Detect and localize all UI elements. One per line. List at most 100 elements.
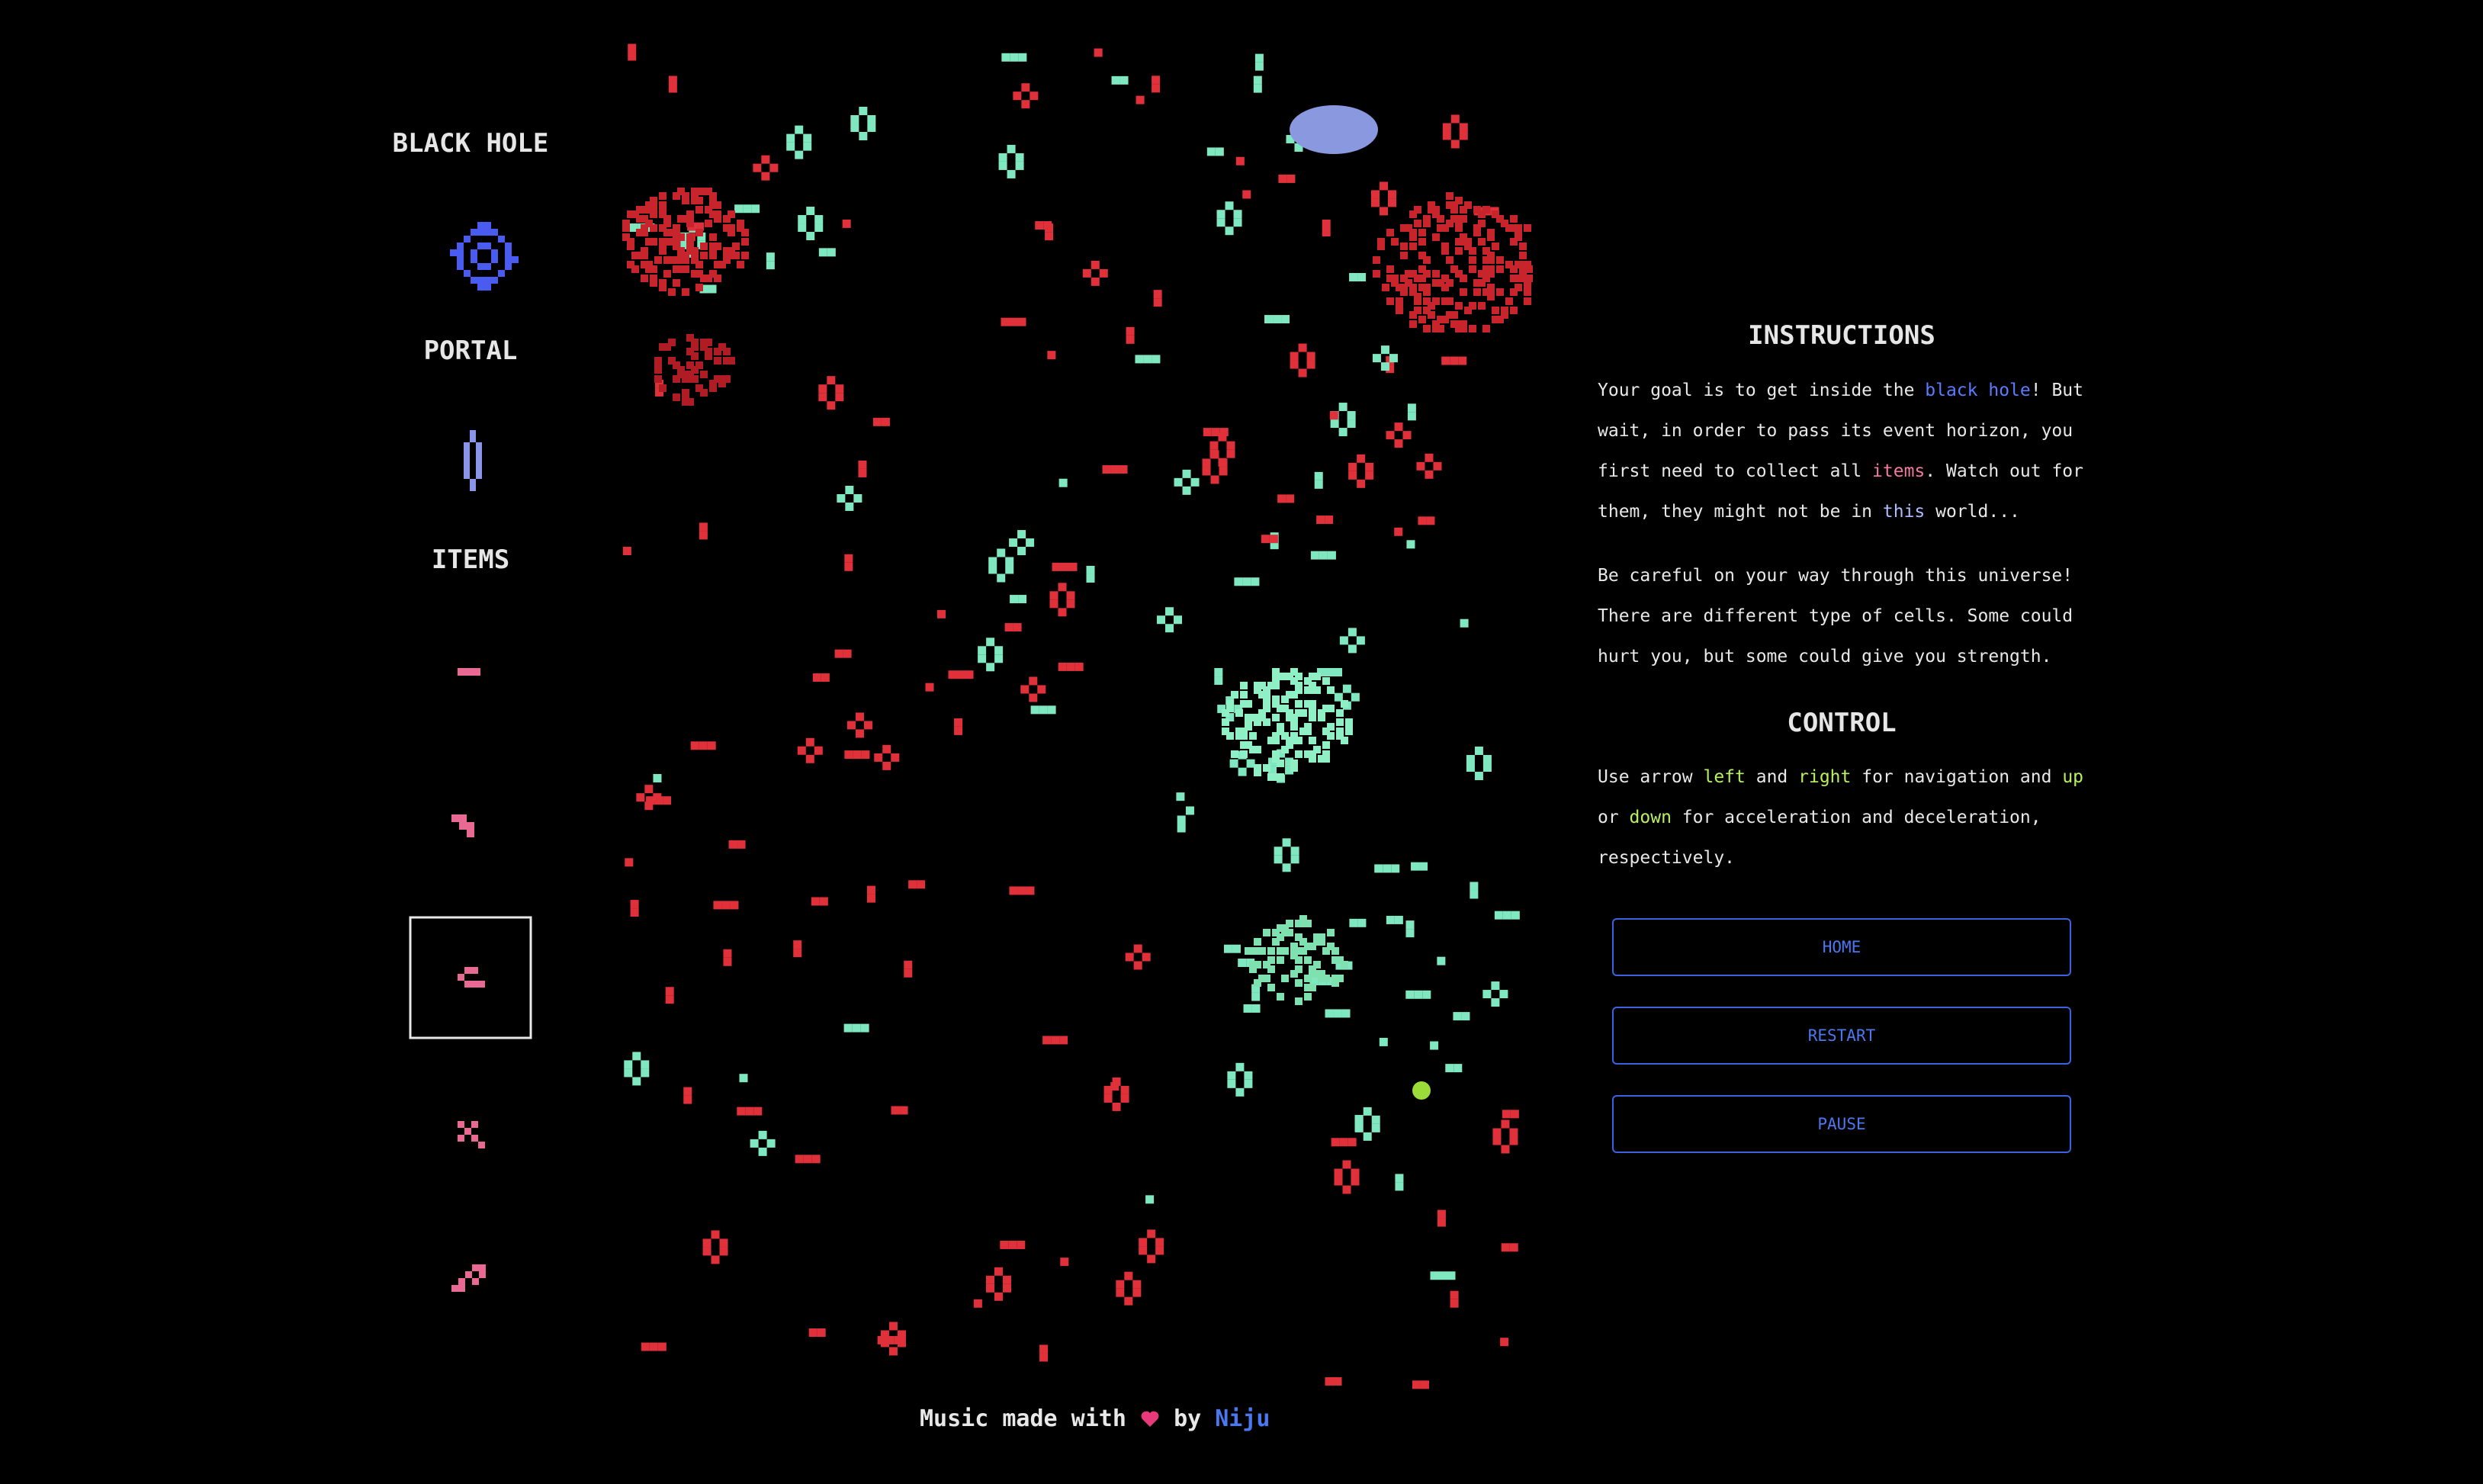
- cell: [1244, 1071, 1253, 1080]
- cell-cluster: [1313, 970, 1321, 978]
- item-icon: [458, 668, 465, 676]
- cell: [818, 384, 827, 393]
- cell: [1176, 792, 1185, 801]
- cell: [1226, 449, 1235, 458]
- cell: [1290, 352, 1299, 361]
- this-word: this: [1882, 502, 1926, 522]
- cell: [803, 133, 812, 143]
- cell: [1135, 95, 1145, 104]
- cell-cluster: [1309, 673, 1316, 680]
- cell: [1351, 692, 1360, 702]
- cell-cluster: [691, 366, 699, 374]
- author-link[interactable]: Niju: [1215, 1405, 1270, 1432]
- cell: [1437, 956, 1446, 965]
- cell: [1470, 882, 1479, 891]
- cell-cluster: [686, 398, 694, 406]
- cell-cluster: [686, 220, 694, 227]
- cell-cluster: [659, 192, 667, 200]
- cell: [985, 1283, 994, 1293]
- cell: [850, 114, 859, 124]
- cell-cluster: [691, 247, 699, 255]
- cell: [988, 557, 997, 566]
- cell: [1017, 530, 1026, 539]
- cell: [737, 1107, 746, 1116]
- cell-cluster: [686, 334, 694, 342]
- cell: [699, 741, 708, 750]
- cell-cluster: [1423, 297, 1431, 305]
- cell: [653, 773, 662, 782]
- black-hole-icon: [498, 270, 505, 277]
- cell: [956, 670, 965, 679]
- cell: [1110, 465, 1119, 474]
- text: for navigation and: [1851, 767, 2063, 787]
- cell: [1277, 494, 1286, 503]
- cell-cluster: [1492, 210, 1499, 218]
- cell: [1402, 431, 1412, 440]
- cell-cluster: [1286, 691, 1293, 699]
- cell: [1482, 763, 1492, 773]
- home-button[interactable]: HOME: [1612, 918, 2071, 976]
- cell-cluster: [1331, 956, 1339, 964]
- cell: [1282, 863, 1291, 872]
- cell: [1157, 615, 1166, 625]
- cell: [1058, 478, 1068, 487]
- cell-cluster: [1290, 677, 1298, 685]
- black-hole-icon: [491, 229, 498, 236]
- cell-cluster: [1409, 320, 1417, 328]
- cell: [1334, 1168, 1343, 1177]
- cell-cluster: [1400, 288, 1408, 296]
- cell: [713, 901, 722, 910]
- cell: [1116, 1280, 1125, 1289]
- item-icon: [464, 1128, 471, 1135]
- cell-cluster: [1405, 279, 1412, 287]
- cell: [1282, 838, 1291, 847]
- cell: [1242, 190, 1251, 199]
- cell: [1010, 595, 1019, 604]
- cell-cluster: [1437, 325, 1444, 332]
- cell: [1351, 1168, 1360, 1177]
- cell: [1509, 1128, 1518, 1137]
- cell: [954, 726, 963, 735]
- cell: [1225, 713, 1235, 722]
- cell: [721, 901, 731, 910]
- cell-cluster: [659, 224, 667, 232]
- cell: [786, 133, 795, 143]
- cell: [1060, 1258, 1069, 1267]
- cell-cluster: [650, 224, 657, 232]
- cell: [1238, 959, 1247, 968]
- cell: [1174, 477, 1183, 487]
- cell-cluster: [1231, 691, 1238, 699]
- cell-cluster: [1258, 691, 1266, 699]
- cell: [1026, 538, 1035, 548]
- cell: [888, 1347, 898, 1356]
- pause-button[interactable]: PAUSE: [1612, 1095, 2071, 1153]
- cell: [1502, 1110, 1511, 1119]
- cell-cluster: [1373, 256, 1380, 264]
- cell: [665, 987, 674, 996]
- cell-cluster: [1441, 224, 1449, 232]
- cell-cluster: [1267, 984, 1275, 991]
- text: . Watch out for them, they might not be …: [1598, 461, 2083, 522]
- cell-cluster: [1277, 924, 1284, 932]
- cell-cluster: [677, 371, 685, 378]
- cell: [680, 240, 689, 249]
- cell-cluster: [636, 229, 644, 236]
- restart-button[interactable]: RESTART: [1612, 1007, 2071, 1065]
- cell: [1309, 977, 1319, 986]
- cell: [1310, 551, 1319, 560]
- portal-icon: [476, 467, 482, 473]
- cell-cluster: [1510, 307, 1518, 314]
- cell: [1501, 1145, 1510, 1154]
- cell: [708, 284, 717, 294]
- cell-cluster: [695, 361, 703, 369]
- black-hole-icon: [491, 256, 498, 263]
- cell: [844, 750, 853, 760]
- cell-cluster: [1469, 247, 1476, 255]
- cell: [1342, 1160, 1351, 1169]
- cell: [877, 1335, 886, 1344]
- cell-cluster: [1423, 215, 1431, 223]
- cell-cluster: [1254, 961, 1261, 968]
- cell: [1325, 667, 1334, 676]
- cell: [998, 153, 1007, 162]
